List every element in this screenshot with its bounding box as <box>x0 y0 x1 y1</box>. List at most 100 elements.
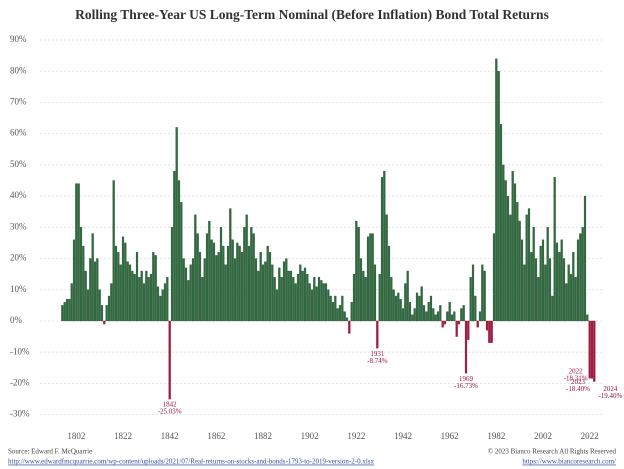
bar <box>539 245 542 322</box>
bar <box>357 227 360 322</box>
annotation-value: -25.03% <box>158 408 182 416</box>
bar <box>175 127 178 322</box>
bar <box>397 292 400 322</box>
bar <box>303 267 307 322</box>
bar <box>114 245 118 322</box>
bar <box>252 233 255 322</box>
bar <box>378 273 381 322</box>
bar <box>588 320 591 379</box>
bar <box>327 289 330 322</box>
bar <box>427 302 430 322</box>
bar <box>567 264 570 322</box>
bar <box>70 283 73 322</box>
bar <box>460 308 463 322</box>
bar <box>313 277 316 322</box>
y-tick-label: 40% <box>10 190 27 200</box>
bar <box>275 289 279 322</box>
bar <box>100 305 104 322</box>
bar <box>359 258 363 322</box>
bar <box>299 264 302 322</box>
bar <box>112 180 115 322</box>
bar <box>310 289 314 322</box>
bar <box>336 308 339 322</box>
bar <box>586 314 589 322</box>
bar <box>159 295 162 322</box>
bar <box>289 270 293 322</box>
bar <box>156 286 160 322</box>
bar <box>75 183 78 322</box>
annotation-year: 1931 <box>370 350 385 358</box>
bar <box>261 264 265 322</box>
y-tick-label: -30% <box>10 409 30 419</box>
bar <box>308 283 311 322</box>
bar <box>229 208 232 322</box>
source-url[interactable]: http://www.edwardfmcquarrie.com/wp-conte… <box>8 458 374 466</box>
bar <box>525 214 528 322</box>
bar <box>338 305 342 322</box>
bar <box>448 302 451 322</box>
bar <box>282 261 286 322</box>
bar <box>576 239 580 322</box>
bar <box>562 258 566 322</box>
bar <box>247 245 251 322</box>
bar <box>77 183 80 322</box>
bar <box>355 220 358 322</box>
annotation-value: -18.31% <box>564 375 588 383</box>
bar <box>243 227 246 322</box>
bar <box>469 277 472 322</box>
bar <box>455 320 458 337</box>
x-tick-label: 1982 <box>487 431 505 441</box>
bar <box>79 227 83 322</box>
y-tick-label: 0% <box>10 315 23 325</box>
bar <box>450 314 454 322</box>
x-tick-label: 1842 <box>161 431 179 441</box>
bar <box>546 227 549 322</box>
y-tick-label: 90% <box>10 34 27 44</box>
bar <box>492 233 496 322</box>
bar <box>105 305 108 322</box>
bar <box>296 273 300 322</box>
bar <box>294 283 297 322</box>
bar <box>527 208 531 322</box>
bar <box>373 264 377 322</box>
bar <box>63 302 66 322</box>
bar <box>497 71 500 322</box>
bar <box>406 270 409 322</box>
bar <box>240 252 244 322</box>
bar <box>147 277 150 322</box>
bar <box>210 239 213 322</box>
bar <box>320 280 323 322</box>
bar <box>189 264 192 322</box>
bar <box>399 298 402 322</box>
bar <box>476 320 479 328</box>
y-tick-label: 70% <box>10 96 27 106</box>
bar <box>236 242 239 322</box>
bar <box>187 280 190 322</box>
bar <box>161 289 164 322</box>
copyright-url[interactable]: https://www.biancoresearch.com/ <box>522 458 616 466</box>
bar <box>457 320 461 325</box>
y-tick-label: -10% <box>10 346 30 356</box>
bar <box>180 202 183 322</box>
x-tick-label: 1902 <box>301 431 319 441</box>
bar <box>364 277 367 322</box>
bar <box>72 239 76 322</box>
bar <box>322 283 325 322</box>
bar <box>569 273 573 322</box>
bar <box>166 277 169 322</box>
bar <box>145 270 148 322</box>
bar <box>537 277 540 322</box>
bar <box>565 283 568 322</box>
source: Source: Edward F. McQuarrie <box>8 448 92 456</box>
y-tick-label: 20% <box>10 253 27 263</box>
annotation-year: 2022 <box>569 368 584 376</box>
x-tick-label: 1922 <box>347 431 365 441</box>
bar <box>271 264 274 322</box>
bar <box>191 258 195 322</box>
bar <box>329 295 332 322</box>
bar <box>544 264 547 322</box>
annotation-year: 1969 <box>459 375 474 383</box>
bar <box>488 320 491 343</box>
copyright: © 2023 Bianco Research All Rights Reserv… <box>488 448 617 456</box>
bar <box>490 320 493 343</box>
